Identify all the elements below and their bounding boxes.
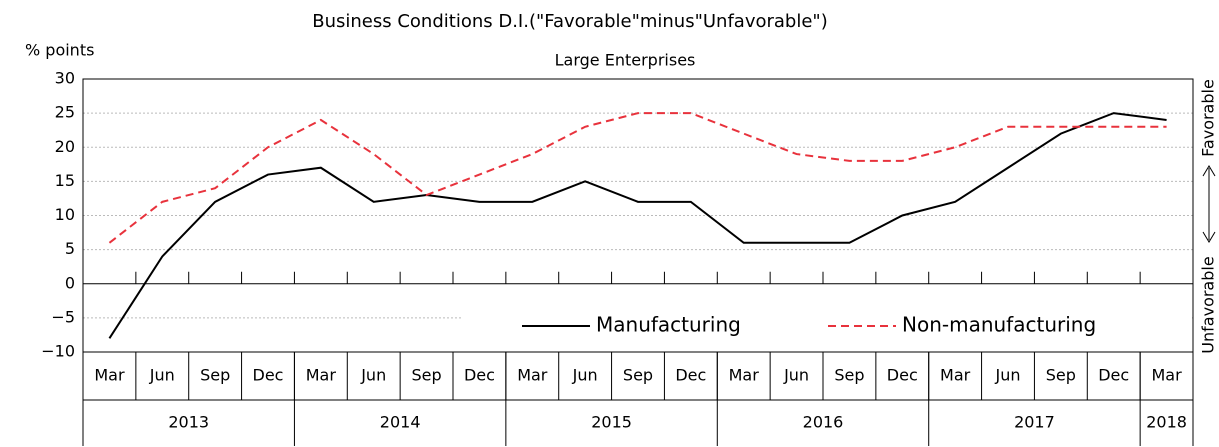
x-tick-label: Jun xyxy=(783,366,809,385)
x-tick-label: Dec xyxy=(887,366,918,385)
year-label: 2014 xyxy=(380,413,421,432)
y-tick-label: 15 xyxy=(55,171,75,190)
x-tick-label: Sep xyxy=(834,366,864,385)
x-tick-label: Jun xyxy=(149,366,175,385)
x-tick-label: Mar xyxy=(94,366,125,385)
y-tick-label: −10 xyxy=(41,342,75,361)
y-tick-label: 25 xyxy=(55,103,75,122)
year-label: 2016 xyxy=(803,413,844,432)
unfavorable-label: Unfavorable xyxy=(1199,256,1218,353)
series-line xyxy=(108,112,1167,339)
year-label: 2013 xyxy=(168,413,209,432)
x-tick-label: Dec xyxy=(464,366,495,385)
x-tick-label: Mar xyxy=(1151,366,1182,385)
direction-arrow xyxy=(1202,165,1216,243)
x-tick-label: Mar xyxy=(517,366,548,385)
x-tick-label: Mar xyxy=(729,366,760,385)
x-tick-label: Sep xyxy=(411,366,441,385)
x-tick-label: Mar xyxy=(940,366,971,385)
x-tick-label: Dec xyxy=(1098,366,1129,385)
legend-label: Manufacturing xyxy=(596,313,741,337)
x-tick-label: Sep xyxy=(200,366,230,385)
y-tick-label: −5 xyxy=(51,307,75,326)
chart-title: Business Conditions D.I.("Favorable"minu… xyxy=(312,11,827,32)
x-tick-label: Mar xyxy=(306,366,337,385)
y-tick-label: 0 xyxy=(65,273,75,292)
year-label: 2015 xyxy=(591,413,632,432)
plot-frame xyxy=(82,78,1194,353)
year-label: 2017 xyxy=(1014,413,1055,432)
series-line xyxy=(108,112,1167,244)
x-tick-label: Jun xyxy=(995,366,1021,385)
y-tick-label: 10 xyxy=(55,205,75,224)
y-tick-label: 5 xyxy=(65,239,75,258)
y-tick-label: 30 xyxy=(55,69,75,88)
x-tick-label: Jun xyxy=(360,366,386,385)
legend-label: Non-manufacturing xyxy=(902,313,1096,337)
year-label: 2018 xyxy=(1146,413,1187,432)
x-tick-label: Sep xyxy=(623,366,653,385)
favorable-label: Favorable xyxy=(1199,79,1218,157)
x-tick-label: Dec xyxy=(675,366,706,385)
y-tick-label: 20 xyxy=(55,137,75,156)
y-axis-label: % points xyxy=(25,41,94,60)
x-tick-label: Sep xyxy=(1046,366,1076,385)
x-tick-label: Jun xyxy=(572,366,598,385)
chart-subtitle: Large Enterprises xyxy=(555,51,696,70)
x-tick-label: Dec xyxy=(253,366,284,385)
